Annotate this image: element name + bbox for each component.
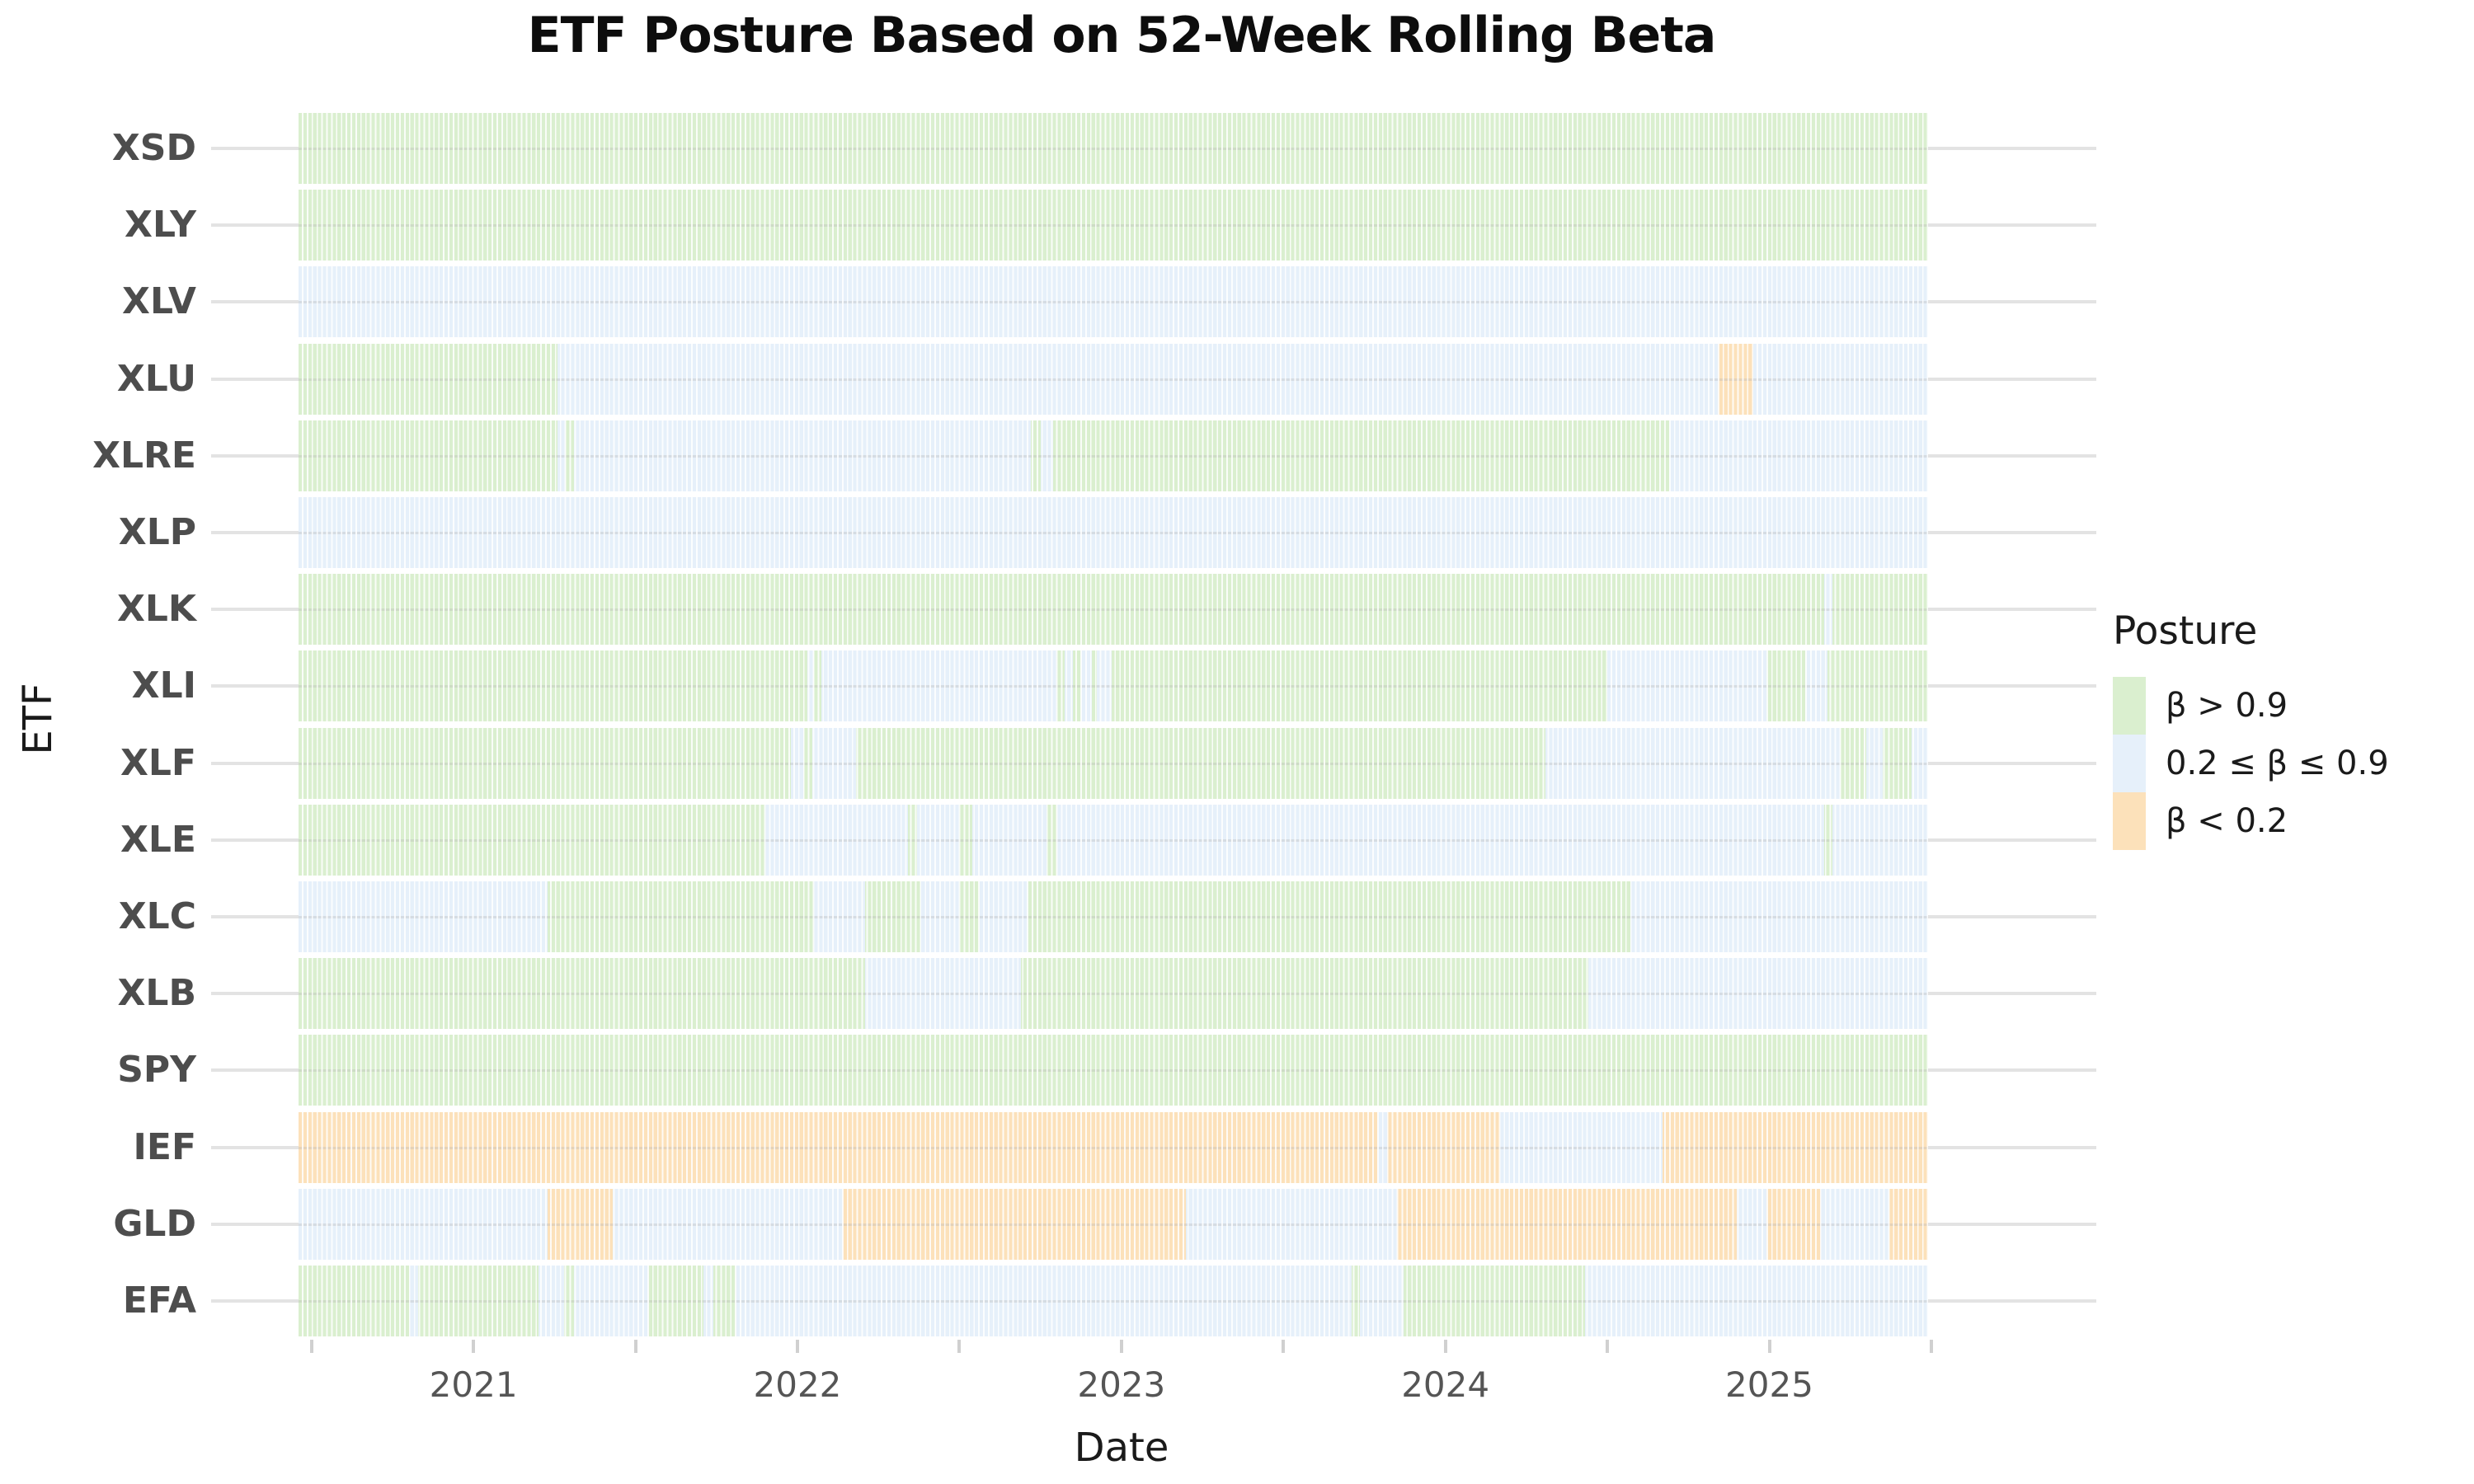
x-minor-tick <box>633 1340 637 1353</box>
x-minor-tick <box>1929 1340 1933 1353</box>
x-major-tick <box>795 1340 799 1353</box>
y-tick-label-xle: XLE <box>120 818 196 861</box>
x-major-tick <box>1767 1340 1771 1353</box>
legend-swatch-mid <box>2113 735 2146 792</box>
legend-item-high: β > 0.9 <box>2113 677 2389 735</box>
x-minor-tick <box>309 1340 313 1353</box>
x-tick-label-2022: 2022 <box>753 1364 842 1405</box>
y-tick-label-ief: IEF <box>133 1125 196 1168</box>
legend-label-low: β < 0.2 <box>2166 802 2288 840</box>
legend-items: β > 0.9 0.2 ≤ β ≤ 0.9 β < 0.2 <box>2113 677 2389 850</box>
y-tick-label-xlp: XLP <box>118 511 196 553</box>
legend-item-low: β < 0.2 <box>2113 792 2389 850</box>
x-major-tick <box>472 1340 476 1353</box>
y-tick-label-spy: SPY <box>117 1049 196 1092</box>
legend-swatch-low <box>2113 792 2146 850</box>
legend-label-mid: 0.2 ≤ β ≤ 0.9 <box>2166 744 2389 782</box>
y-tick-label-xly: XLY <box>125 204 196 247</box>
posture-legend: Posture β > 0.9 0.2 ≤ β ≤ 0.9 β < 0.2 <box>2113 608 2389 850</box>
y-axis-title-text: ETF <box>15 683 61 755</box>
legend-label-high: β > 0.9 <box>2166 687 2288 725</box>
y-tick-label-xlc: XLC <box>118 895 196 937</box>
x-tick-label-2025: 2025 <box>1725 1364 1813 1405</box>
x-major-tick <box>1443 1340 1447 1353</box>
y-tick-label-xlv: XLV <box>122 280 196 323</box>
y-tick-label-xlk: XLK <box>116 588 196 631</box>
y-tick-label-xlre: XLRE <box>92 434 196 477</box>
y-tick-label-xlu: XLU <box>116 357 196 400</box>
x-tick-label-2023: 2023 <box>1077 1364 1166 1405</box>
x-axis-title: Date <box>1074 1425 1169 1471</box>
x-major-tick <box>1119 1340 1123 1353</box>
x-minor-tick <box>957 1340 962 1353</box>
y-tick-label-gld: GLD <box>113 1202 196 1245</box>
y-tick-label-xsd: XSD <box>111 127 196 169</box>
y-tick-label-efa: EFA <box>122 1280 196 1322</box>
y-tick-label-xli: XLI <box>131 665 196 707</box>
x-minor-tick <box>1606 1340 1610 1353</box>
daily-bar-stripes <box>299 110 1928 1340</box>
y-tick-label-xlb: XLB <box>117 972 197 1015</box>
y-tick-label-xlf: XLF <box>120 741 196 784</box>
x-minor-tick <box>1282 1340 1286 1353</box>
page-title: ETF Posture Based on 52-Week Rolling Bet… <box>527 7 1717 64</box>
legend-swatch-high <box>2113 677 2146 735</box>
legend-title: Posture <box>2113 608 2258 654</box>
x-tick-label-2024: 2024 <box>1401 1364 1490 1405</box>
x-tick-label-2021: 2021 <box>429 1364 518 1405</box>
legend-item-mid: 0.2 ≤ β ≤ 0.9 <box>2113 735 2389 792</box>
